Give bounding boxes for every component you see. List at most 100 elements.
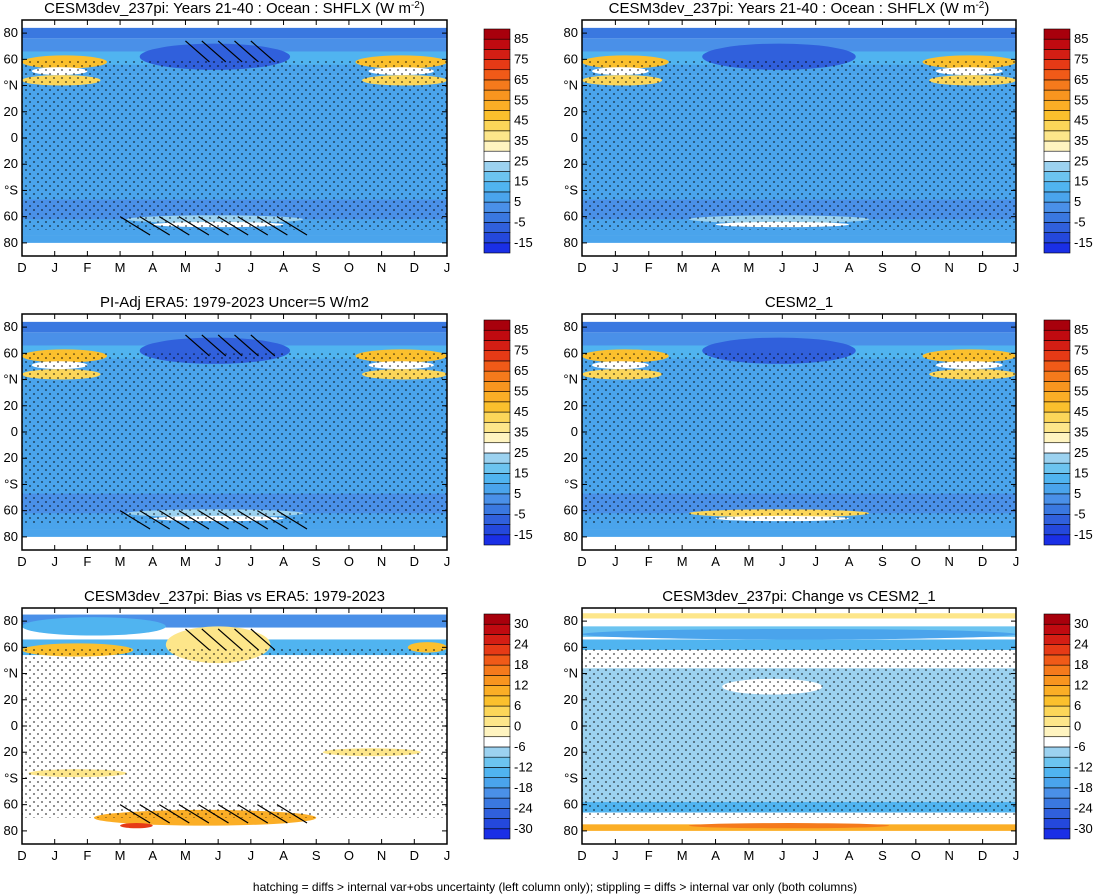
field-blob bbox=[688, 823, 890, 829]
x-tick-label: O bbox=[911, 554, 921, 569]
colorbar-box bbox=[1043, 370, 1071, 382]
colorbar-label: 15 bbox=[514, 465, 528, 480]
x-tick-label: N bbox=[377, 848, 386, 863]
hatch-line bbox=[237, 804, 269, 824]
colorbar-box bbox=[483, 524, 511, 536]
colorbar-box bbox=[1043, 211, 1071, 223]
title-superscript: -2 bbox=[411, 0, 420, 11]
colorbar-box bbox=[1043, 623, 1071, 635]
y-tick-label: 0 bbox=[571, 424, 578, 439]
colorbar-box bbox=[483, 370, 511, 382]
x-tick-label: D bbox=[577, 554, 586, 569]
colorbar-box bbox=[1043, 705, 1071, 717]
colorbar-label: 65 bbox=[514, 363, 528, 378]
colorbar-box bbox=[483, 654, 511, 666]
colorbar-label: -18 bbox=[1074, 780, 1093, 795]
panel-5: CESM3dev_237pi: Bias vs ERA5: 1979-2023 8… bbox=[3, 588, 532, 863]
panel-6: CESM3dev_237pi: Change vs CESM2_18060°N2… bbox=[563, 588, 1092, 863]
y-tick-label: °N bbox=[563, 78, 578, 93]
x-tick-label: A bbox=[148, 260, 157, 275]
colorbar-box bbox=[483, 360, 511, 372]
colorbar-box bbox=[483, 534, 511, 546]
colorbar-label: 75 bbox=[514, 343, 528, 358]
colorbar-label: 5 bbox=[1074, 194, 1081, 209]
field-band bbox=[22, 27, 447, 39]
y-tick-label: 80 bbox=[564, 235, 578, 250]
colorbar-box bbox=[483, 340, 511, 351]
x-tick-label: A bbox=[845, 260, 854, 275]
colorbar-label: 24 bbox=[514, 637, 528, 652]
hatch-line bbox=[217, 510, 249, 530]
hatch-line bbox=[250, 334, 276, 357]
colorbar-box bbox=[483, 715, 511, 727]
colorbar-box bbox=[1043, 462, 1071, 474]
colorbar-box bbox=[1043, 695, 1071, 707]
hatch-line bbox=[119, 216, 151, 236]
x-tick-label: N bbox=[377, 554, 386, 569]
colorbar-box bbox=[1043, 644, 1071, 656]
hatch-line bbox=[217, 40, 243, 63]
colorbar-box bbox=[483, 493, 511, 505]
x-tick-label: A bbox=[711, 554, 720, 569]
colorbar-box bbox=[1043, 452, 1071, 464]
y-tick-label: °S bbox=[564, 476, 578, 491]
colorbar-label: 12 bbox=[1074, 678, 1088, 693]
colorbar-box bbox=[483, 59, 511, 71]
colorbar-box bbox=[483, 211, 511, 223]
y-tick-label: 60 bbox=[564, 345, 578, 360]
x-tick-label: J bbox=[1013, 848, 1020, 863]
polar-band bbox=[22, 536, 447, 550]
colorbar-label: -30 bbox=[1074, 821, 1093, 836]
colorbar-box bbox=[1043, 726, 1071, 738]
y-tick-label: 20 bbox=[4, 450, 18, 465]
panel-title: PI-Adj ERA5: 1979-2023 Uncer=5 W/m2 bbox=[100, 294, 369, 311]
y-tick-label: 20 bbox=[4, 692, 18, 707]
x-tick-label: D bbox=[410, 848, 419, 863]
hatch-line bbox=[276, 510, 308, 530]
y-tick-label: °N bbox=[3, 666, 18, 681]
colorbar-label: 35 bbox=[1074, 133, 1088, 148]
panel-1: CESM3dev_237pi: Years 21-40 : Ocean : SH… bbox=[3, 0, 532, 275]
colorbar-label: 12 bbox=[514, 678, 528, 693]
panel-title: CESM3dev_237pi: Bias vs ERA5: 1979-2023 bbox=[84, 588, 385, 605]
hatch-line bbox=[234, 334, 259, 357]
x-tick-label: J bbox=[248, 848, 255, 863]
colorbar-box bbox=[1043, 49, 1071, 60]
colorbar-label: -15 bbox=[514, 235, 533, 250]
colorbar-box bbox=[483, 818, 511, 830]
y-tick-label: °N bbox=[3, 372, 18, 387]
x-tick-label: J bbox=[612, 554, 619, 569]
x-tick-label: D bbox=[978, 554, 987, 569]
x-tick-label: D bbox=[17, 848, 26, 863]
panel-4: CESM2_1 80 60 °N 20 0 20 °S 60 80 D J F M A M J J A S O N D J 85… bbox=[563, 294, 1092, 569]
colorbar-label: -12 bbox=[1074, 759, 1093, 774]
colorbar-box bbox=[1043, 777, 1071, 789]
x-tick-label: J bbox=[1013, 260, 1020, 275]
colorbar-label: -12 bbox=[514, 759, 533, 774]
polar-band bbox=[582, 242, 1016, 256]
x-tick-label: J bbox=[51, 554, 58, 569]
y-tick-label: 80 bbox=[564, 319, 578, 334]
colorbar-box bbox=[1043, 664, 1071, 676]
colorbar-box bbox=[483, 411, 511, 423]
x-tick-label: O bbox=[911, 260, 921, 275]
y-tick-label: 60 bbox=[564, 639, 578, 654]
colorbar-box bbox=[483, 432, 511, 444]
colorbar-box bbox=[483, 828, 511, 840]
colorbar-box bbox=[1043, 150, 1071, 162]
colorbar-label: 15 bbox=[1074, 174, 1088, 189]
x-tick-label: J bbox=[248, 554, 255, 569]
polar-band bbox=[582, 536, 1016, 550]
colorbar-label: 24 bbox=[1074, 637, 1088, 652]
hatch-line bbox=[276, 216, 308, 236]
title-text: CESM3dev_237pi: Years 21-40 : Ocean : SH… bbox=[609, 0, 976, 17]
colorbar-box bbox=[483, 401, 511, 413]
colorbar-label: 35 bbox=[1074, 425, 1088, 440]
hatch-line bbox=[178, 216, 210, 236]
colorbar-box bbox=[1043, 242, 1071, 254]
colorbar-box bbox=[1043, 319, 1071, 331]
colorbar-label: 55 bbox=[1074, 384, 1088, 399]
colorbar-box bbox=[1043, 350, 1071, 362]
hatch-line bbox=[185, 40, 210, 63]
y-tick-label: 20 bbox=[564, 398, 578, 413]
